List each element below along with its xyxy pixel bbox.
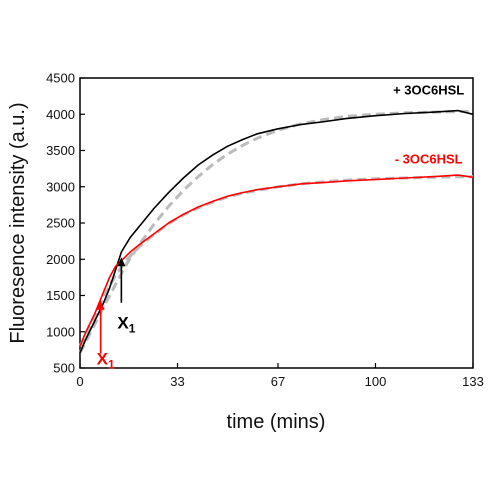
data-series (79, 109, 474, 354)
y-tick-label: 3500 (46, 143, 75, 158)
marker-arrow-head (96, 300, 105, 310)
y-tick-label: 3000 (46, 179, 75, 194)
fit-curve-0 (78, 109, 474, 354)
y-tick-label: 4500 (46, 71, 75, 86)
x-tick-label: 100 (365, 374, 387, 389)
marker-label: X1 (117, 313, 135, 335)
y-tick-label: 2000 (46, 252, 75, 267)
x-axis: 0 33 67 100 133 (76, 363, 484, 389)
y-axis: 500 1000 1500 2000 2500 3000 3500 4000 4500 (46, 71, 85, 376)
series-line-1 (79, 174, 474, 347)
series-label: + 3OC6HSL (393, 83, 464, 98)
marker-arrow-head (117, 257, 126, 267)
x-tick-label: 0 (76, 374, 83, 389)
series-line-0 (79, 109, 474, 354)
fit-curve-1 (78, 175, 474, 347)
y-tick-label: 4000 (46, 107, 75, 122)
marker-subscript: 1 (108, 358, 115, 372)
y-tick-label: 1500 (46, 288, 75, 303)
y-tick-label: 1000 (46, 324, 75, 339)
x-tick-label: 133 (462, 374, 484, 389)
plot-frame (79, 77, 474, 369)
fit-curves (78, 109, 474, 354)
x-tick-label: 67 (271, 374, 285, 389)
y-tick-label: 500 (53, 361, 75, 376)
marker-label: X1 (97, 350, 115, 372)
y-tick-label: 2500 (46, 216, 75, 231)
marker-subscript: 1 (129, 321, 136, 335)
y-axis-label: Fluoresence intensity (a.u.) (7, 102, 29, 343)
x-axis-label: time (mins) (227, 411, 326, 433)
series-label: - 3OC6HSL (395, 152, 463, 167)
x-tick-label: 33 (170, 374, 184, 389)
